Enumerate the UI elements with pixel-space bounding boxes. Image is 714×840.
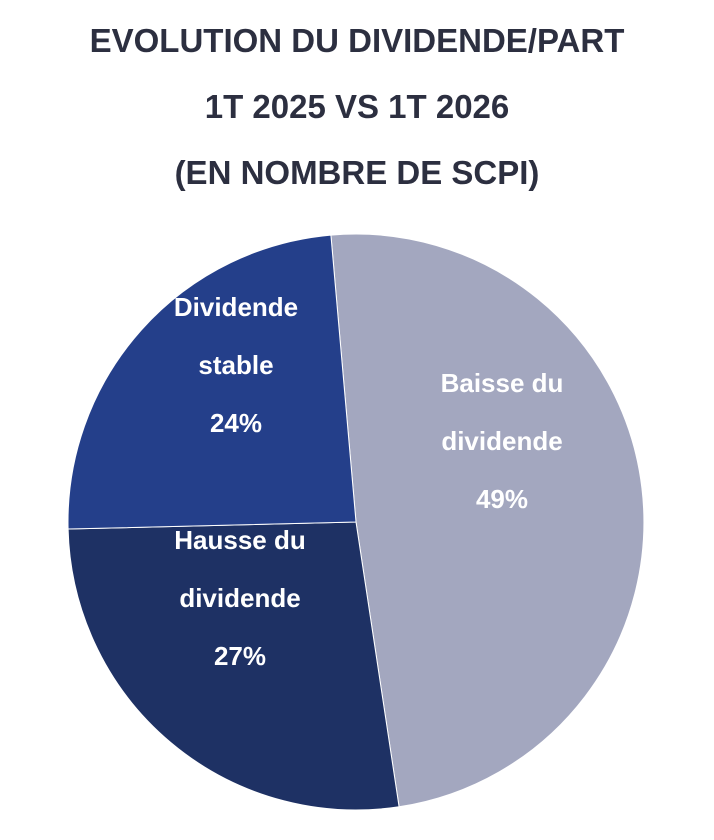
chart-title: EVOLUTION DU DIVIDENDE/PART 1T 2025 VS 1…: [0, 0, 714, 206]
slice-2-label-line-2: dividende: [179, 583, 300, 613]
slice-3-label-line-1: Dividende: [174, 292, 298, 322]
pie-slice-1: [330, 233, 645, 808]
slice-2-label-line-3: 27%: [214, 641, 266, 671]
slice-2-label-line-1: Hausse du: [174, 525, 306, 555]
slice-1-label-line-3: 49%: [476, 484, 528, 514]
chart-title-line-2: 1T 2025 VS 1T 2026: [204, 88, 510, 125]
slice-1-label-line-1: Baisse du: [441, 368, 564, 398]
slice-1-label-line-2: dividende: [441, 426, 562, 456]
slice-3-label-line-3: 24%: [210, 408, 262, 438]
pie-slice-3: [67, 234, 357, 530]
slice-3-label-line-2: stable: [198, 350, 273, 380]
chart-title-line-1: EVOLUTION DU DIVIDENDE/PART: [89, 22, 625, 59]
pie-slice-2: [67, 521, 400, 811]
chart-title-line-3: (EN NOMBRE DE SCPI): [174, 154, 540, 191]
